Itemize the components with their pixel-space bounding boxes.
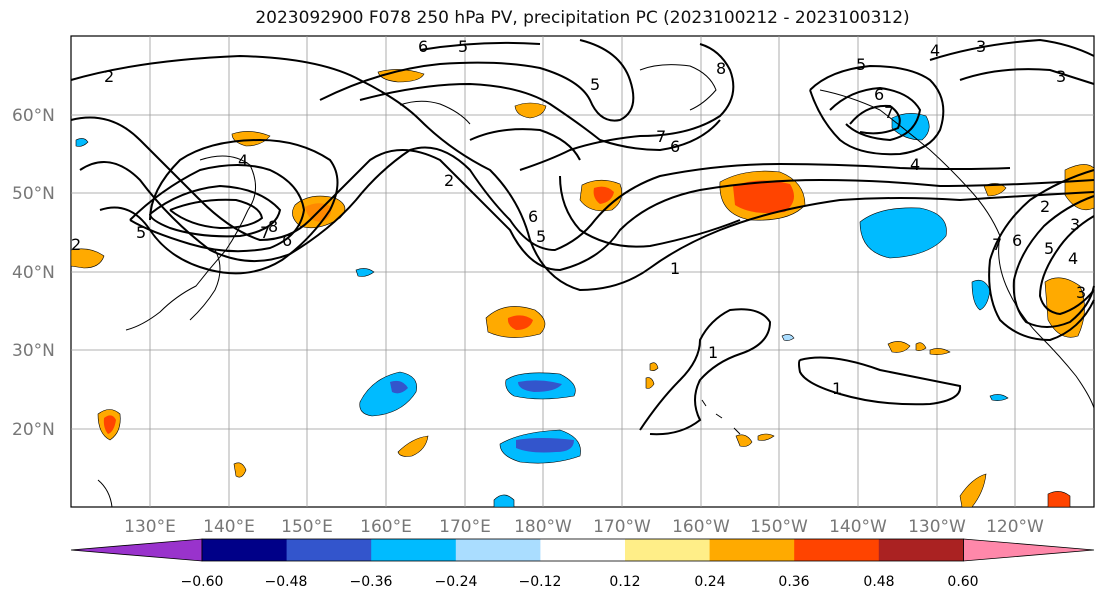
svg-text:1: 1 [832, 379, 842, 398]
lon-label: 170°E [439, 517, 491, 537]
lat-label: 30°N [12, 341, 55, 361]
colorbar-tick-label: 0.36 [778, 574, 809, 590]
svg-text:4: 4 [910, 155, 920, 174]
colorbar-segment [709, 539, 795, 561]
colorbar [70, 538, 1095, 562]
contour-labels: 2 6 5 5 8 7 6 4 3 3 5 6 7 2 4 4 5 6 7 8 … [71, 37, 1086, 398]
svg-text:3: 3 [976, 37, 986, 56]
lon-label: 150°W [750, 517, 808, 537]
svg-text:7: 7 [884, 103, 894, 122]
lat-label: 50°N [12, 184, 55, 204]
svg-text:8: 8 [268, 217, 278, 236]
svg-text:8: 8 [716, 59, 726, 78]
colorbar-segment [963, 538, 1095, 562]
svg-text:5: 5 [536, 227, 546, 246]
colorbar-segment [371, 539, 457, 561]
colorbar-tick-label: −0.36 [350, 574, 393, 590]
longitude-labels: 130°E 140°E 150°E 160°E 170°E 180°W 170°… [124, 517, 1044, 537]
svg-text:5: 5 [458, 37, 468, 56]
svg-text:2: 2 [71, 235, 81, 254]
colorbar-segment [202, 539, 288, 561]
svg-text:2: 2 [104, 67, 114, 86]
svg-text:6: 6 [670, 137, 680, 156]
lon-label: 160°E [360, 517, 412, 537]
lon-label: 140°W [829, 517, 887, 537]
pv-contours [70, 38, 1095, 436]
colorbar-tick-label: 0.60 [947, 574, 978, 590]
svg-text:5: 5 [1044, 239, 1054, 258]
svg-text:5: 5 [136, 223, 146, 242]
svg-text:3: 3 [1056, 67, 1066, 86]
colorbar-tick-label: −0.24 [435, 574, 478, 590]
svg-text:7: 7 [656, 127, 666, 146]
map-title: 2023092900 F078 250 hPa PV, precipitatio… [255, 8, 910, 28]
colorbar-tick-labels: −0.60 −0.48 −0.36 −0.24 −0.12 0.12 0.24 … [181, 574, 979, 590]
colorbar-tick-label: 0.24 [694, 574, 725, 590]
lat-label: 20°N [12, 420, 55, 440]
svg-text:2: 2 [444, 171, 454, 190]
lon-label: 180°W [514, 517, 572, 537]
svg-text:4: 4 [1068, 249, 1078, 268]
lon-label: 140°E [203, 517, 255, 537]
svg-text:7: 7 [992, 235, 1002, 254]
lat-label: 60°N [12, 106, 55, 126]
latitude-labels: 60°N 50°N 40°N 30°N 20°N [12, 106, 55, 440]
colorbar-segment [70, 538, 203, 562]
colorbar-tick-label: 0.48 [863, 574, 894, 590]
lon-label: 160°W [672, 517, 730, 537]
colorbar-segment [878, 539, 964, 561]
svg-text:3: 3 [1070, 215, 1080, 234]
lon-label: 130°W [908, 517, 966, 537]
lon-label: 170°W [593, 517, 651, 537]
svg-text:3: 3 [1076, 283, 1086, 302]
lon-label: 150°E [281, 517, 333, 537]
svg-text:6: 6 [282, 231, 292, 250]
colorbar-segment [540, 539, 626, 561]
colorbar-tick-label: −0.48 [265, 574, 308, 590]
colorbar-outline [201, 538, 964, 562]
colorbar-tick-label: −0.60 [181, 574, 224, 590]
svg-text:6: 6 [418, 37, 428, 56]
lon-label: 130°E [124, 517, 176, 537]
colorbar-segment [794, 539, 880, 561]
lat-label: 40°N [12, 263, 55, 283]
colorbar-tick-label: 0.12 [609, 574, 640, 590]
colorbar-segment [286, 539, 372, 561]
lon-label: 120°W [986, 517, 1044, 537]
svg-text:7: 7 [260, 223, 270, 242]
svg-text:6: 6 [528, 207, 538, 226]
colorbar-segment [455, 539, 541, 561]
map-frame [70, 35, 1095, 508]
svg-text:4: 4 [238, 151, 248, 170]
svg-text:6: 6 [1012, 231, 1022, 250]
colorbar-segment [625, 539, 711, 561]
svg-text:6: 6 [874, 85, 884, 104]
colorbar-tick-label: −0.12 [519, 574, 562, 590]
svg-text:1: 1 [670, 259, 680, 278]
svg-text:4: 4 [930, 41, 940, 60]
svg-text:5: 5 [856, 55, 866, 74]
svg-text:2: 2 [1040, 197, 1050, 216]
graticule [71, 36, 1094, 507]
svg-text:1: 1 [708, 343, 718, 362]
svg-text:5: 5 [590, 75, 600, 94]
